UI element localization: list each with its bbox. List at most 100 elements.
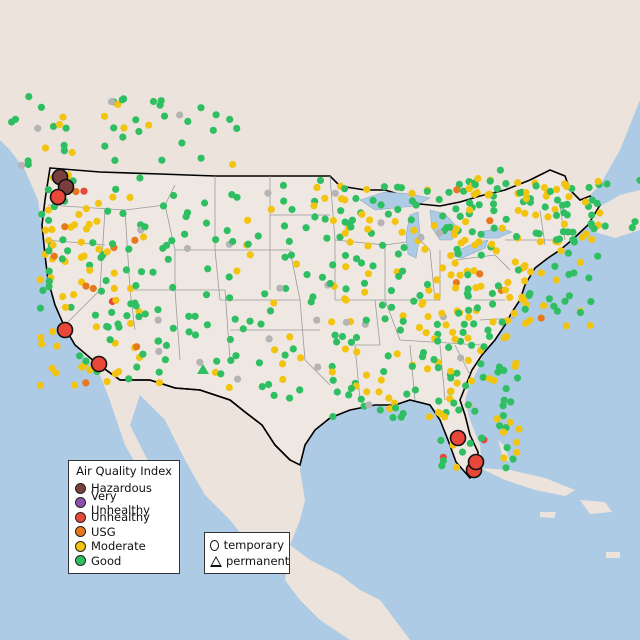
monitor-dot: [502, 180, 510, 188]
monitor-dot: [466, 206, 474, 214]
moderate-swatch: [75, 540, 86, 552]
monitor-dot: [540, 184, 549, 192]
monitor-dot: [342, 285, 350, 293]
monitor-dot: [122, 266, 130, 274]
monitor-dot: [271, 346, 279, 354]
monitor-dot: [399, 317, 407, 325]
monitor-dot: [557, 247, 565, 255]
monitor-dot: [456, 271, 464, 279]
monitor-dot: [209, 126, 217, 134]
monitor-dot: [471, 407, 479, 415]
monitor-dot: [562, 322, 571, 330]
usg-swatch: [75, 526, 86, 538]
monitor-dot: [403, 390, 411, 398]
monitor-dot: [342, 263, 350, 271]
monitor-dot: [423, 365, 432, 373]
monitor-dot: [464, 401, 472, 409]
monitor-dot: [53, 342, 61, 350]
hazardous-swatch: [75, 482, 86, 494]
monitor-dot: [468, 341, 476, 349]
monitor-dot: [636, 176, 640, 184]
monitor-dot: [553, 307, 562, 315]
monitor-dot: [408, 189, 416, 197]
monitor-dot: [38, 340, 46, 348]
monitor-dot: [149, 268, 157, 276]
hispaniola: [580, 500, 612, 514]
monitor-dot: [101, 142, 109, 150]
monitor-dot: [265, 335, 273, 343]
monitor-dot: [525, 291, 533, 299]
monitor-dot: [202, 219, 211, 227]
monitor-dot: [488, 240, 496, 248]
monitor-dot: [42, 226, 50, 234]
good-swatch: [75, 555, 86, 567]
monitor-dot: [229, 160, 237, 169]
monitor-dot: [176, 111, 184, 119]
monitor-dot: [279, 375, 287, 383]
monitor-dot: [446, 223, 454, 231]
monitor-dot: [513, 374, 522, 382]
monitor-dot: [36, 304, 45, 312]
monitor-dot: [286, 333, 294, 341]
monitor-dot: [119, 209, 127, 217]
monitor-dot: [226, 115, 234, 123]
monitor-dot: [196, 358, 204, 366]
monitor-dot: [233, 267, 241, 275]
monitor-dot: [415, 323, 423, 332]
monitor-dot: [496, 166, 504, 174]
monitor-type-legend: temporary permanent: [204, 532, 290, 574]
monitor-dot: [514, 206, 522, 215]
monitor-dot: [417, 233, 425, 242]
monitor-dot: [183, 244, 191, 253]
monitor-dot: [418, 300, 426, 308]
monitor-dot: [37, 103, 46, 111]
monitor-dot: [114, 100, 122, 108]
legend-item-moderate: Moderate: [75, 539, 173, 554]
monitor-dot: [266, 307, 275, 315]
monitor-dot: [460, 187, 468, 195]
monitor-dot: [411, 386, 419, 394]
monitor-dot: [132, 282, 140, 290]
monitor-dot: [191, 312, 199, 320]
monitor-dot: [246, 317, 254, 325]
monitor-dot: [48, 225, 56, 234]
monitor-dot: [39, 286, 47, 294]
monitor-dot: [323, 234, 331, 242]
monitor-dot: [521, 277, 529, 285]
monitor-dot: [398, 267, 407, 275]
monitor-dot: [485, 332, 494, 340]
monitor-dot: [255, 359, 263, 367]
monitor-dot: [103, 378, 111, 386]
monitor-dot: [560, 209, 568, 217]
monitor-dot: [447, 271, 455, 279]
large-monitor-marker: [56, 321, 74, 339]
monitor-dot: [408, 362, 416, 370]
monitor-dot: [62, 124, 70, 132]
monitor-dot: [394, 205, 402, 214]
monitor-dot: [280, 222, 289, 230]
aqi-legend-title: Air Quality Index: [76, 464, 172, 478]
monitor-dot: [346, 238, 354, 246]
monitor-dot: [77, 238, 85, 246]
monitor-dot: [478, 434, 486, 442]
monitor-dot: [362, 316, 370, 324]
monitor-dot: [454, 250, 462, 258]
monitor-dot: [302, 224, 310, 232]
monitor-dot: [363, 388, 371, 396]
monitor-dot: [480, 343, 488, 351]
unhealthy-swatch: [75, 511, 86, 523]
monitor-dot: [59, 113, 67, 121]
monitor-dot: [321, 215, 329, 223]
legend-item-unhealthy: Unhealthy: [75, 510, 173, 525]
monitor-dot: [80, 187, 88, 195]
monitor-dot: [504, 317, 512, 325]
circle-icon: [210, 539, 219, 551]
monitor-dot: [628, 224, 636, 232]
monitor-dot: [161, 356, 169, 364]
monitor-dot: [438, 309, 446, 317]
monitor-dot: [164, 255, 172, 263]
monitor-dot: [553, 185, 561, 193]
monitor-dot: [155, 337, 163, 345]
monitor-dot: [436, 229, 444, 237]
monitor-dot: [163, 241, 171, 249]
